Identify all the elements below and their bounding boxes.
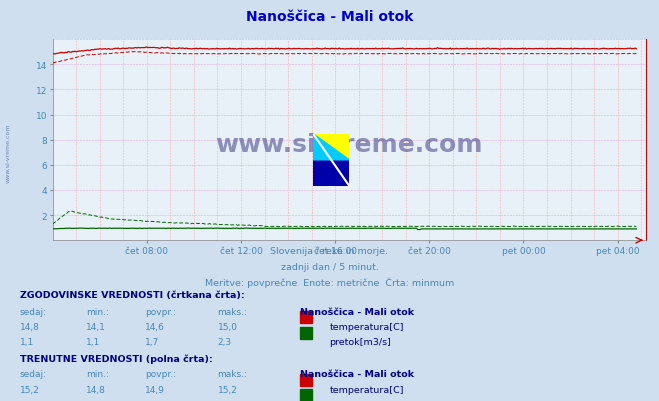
Text: min.:: min.: — [86, 307, 109, 316]
Text: Nanoščica - Mali otok: Nanoščica - Mali otok — [300, 369, 414, 378]
Text: 1,7: 1,7 — [145, 337, 159, 346]
Text: 14,6: 14,6 — [145, 322, 165, 331]
Text: 14,9: 14,9 — [145, 385, 165, 393]
Text: temperatura[C]: temperatura[C] — [330, 385, 404, 393]
Polygon shape — [313, 134, 349, 160]
Text: 0,9: 0,9 — [86, 400, 100, 401]
Text: 1,0: 1,0 — [145, 400, 159, 401]
Text: 2,3: 2,3 — [217, 337, 231, 346]
Text: pretok[m3/s]: pretok[m3/s] — [330, 400, 391, 401]
Text: Slovenija / reke in morje.: Slovenija / reke in morje. — [270, 247, 389, 255]
Text: www.si-vreme.com: www.si-vreme.com — [6, 123, 11, 182]
Text: povpr.:: povpr.: — [145, 369, 176, 378]
Text: Nanoščica - Mali otok: Nanoščica - Mali otok — [246, 10, 413, 24]
Text: www.si-vreme.com: www.si-vreme.com — [215, 132, 483, 156]
Text: 14,8: 14,8 — [86, 385, 105, 393]
Text: min.:: min.: — [86, 369, 109, 378]
Text: TRENUTNE VREDNOSTI (polna črta):: TRENUTNE VREDNOSTI (polna črta): — [20, 353, 212, 363]
Text: zadnji dan / 5 minut.: zadnji dan / 5 minut. — [281, 262, 378, 271]
Text: 0,9: 0,9 — [20, 400, 34, 401]
Text: povpr.:: povpr.: — [145, 307, 176, 316]
Text: sedaj:: sedaj: — [20, 369, 47, 378]
Text: Meritve: povprečne  Enote: metrične  Črta: minmum: Meritve: povprečne Enote: metrične Črta:… — [205, 277, 454, 288]
Text: pretok[m3/s]: pretok[m3/s] — [330, 337, 391, 346]
Text: 1,1: 1,1 — [20, 337, 34, 346]
Text: 15,2: 15,2 — [20, 385, 40, 393]
Text: 15,2: 15,2 — [217, 385, 237, 393]
Text: 14,8: 14,8 — [20, 322, 40, 331]
Text: 1,1: 1,1 — [217, 400, 232, 401]
Text: ZGODOVINSKE VREDNOSTI (črtkana črta):: ZGODOVINSKE VREDNOSTI (črtkana črta): — [20, 291, 244, 300]
Text: temperatura[C]: temperatura[C] — [330, 322, 404, 331]
Text: maks.:: maks.: — [217, 307, 247, 316]
Polygon shape — [313, 160, 349, 186]
Text: Nanoščica - Mali otok: Nanoščica - Mali otok — [300, 307, 414, 316]
Text: sedaj:: sedaj: — [20, 307, 47, 316]
Polygon shape — [313, 134, 349, 160]
Text: maks.:: maks.: — [217, 369, 247, 378]
Text: 15,0: 15,0 — [217, 322, 237, 331]
Text: 14,1: 14,1 — [86, 322, 105, 331]
Text: 1,1: 1,1 — [86, 337, 100, 346]
